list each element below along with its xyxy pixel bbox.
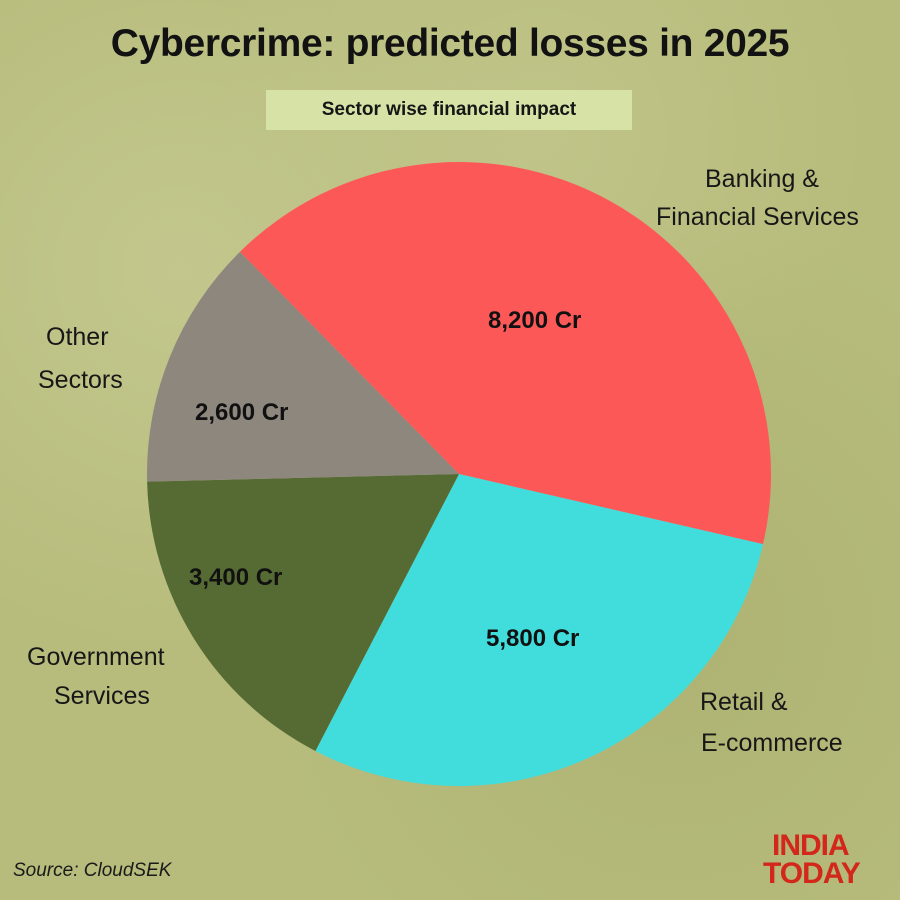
label-banking-line2: Financial Services bbox=[656, 203, 859, 231]
source-note: Source: CloudSEK bbox=[13, 860, 172, 881]
label-government-line2: Services bbox=[54, 682, 150, 710]
value-other: 2,600 Cr bbox=[195, 399, 289, 426]
logo-line2: TODAY bbox=[763, 857, 861, 890]
label-other-sectors: Other bbox=[46, 323, 109, 351]
label-government-services: Government bbox=[27, 643, 165, 671]
label-line: Banking & bbox=[705, 165, 819, 193]
slice-other bbox=[147, 251, 460, 482]
chart-subtitle: Sector wise financial impact bbox=[266, 90, 632, 130]
label-banking-financial-services: Banking & bbox=[705, 160, 819, 199]
chart-title: Cybercrime: predicted losses in 2025 bbox=[110, 22, 790, 65]
label-retail-ecommerce: Retail & bbox=[700, 688, 788, 716]
india-today-logo: INDIA TODAY bbox=[763, 829, 861, 890]
value-banking: 8,200 Cr bbox=[488, 307, 582, 334]
slice-retail bbox=[315, 474, 764, 786]
label-retail-line2: E-commerce bbox=[701, 729, 843, 757]
slice-government bbox=[147, 474, 459, 751]
value-retail: 5,800 Cr bbox=[486, 625, 580, 652]
logo-line1: INDIA bbox=[772, 829, 850, 862]
value-government: 3,400 Cr bbox=[189, 564, 283, 591]
slice-banking bbox=[239, 161, 772, 545]
label-other-line2: Sectors bbox=[38, 366, 123, 394]
